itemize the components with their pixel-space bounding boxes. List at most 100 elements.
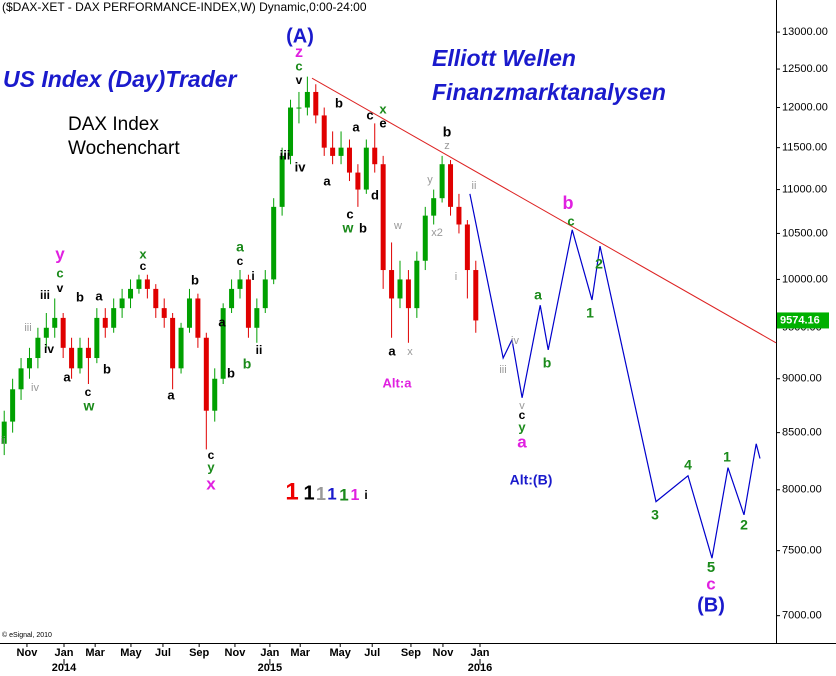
candle-body bbox=[414, 260, 420, 309]
candle-body bbox=[52, 317, 58, 328]
wave-label: i bbox=[455, 271, 457, 283]
tagline: Finanzmarktanalysen bbox=[432, 79, 666, 105]
candle-body bbox=[1, 421, 7, 444]
candle-body bbox=[456, 206, 462, 225]
candle-body bbox=[220, 308, 226, 379]
wave-label: y bbox=[55, 244, 65, 263]
wave-label: y bbox=[207, 459, 215, 474]
wave-label: a bbox=[323, 173, 331, 188]
wave-label: a bbox=[517, 432, 527, 451]
wave-label: Alt:(B) bbox=[510, 472, 553, 488]
wave-label: x bbox=[206, 474, 216, 493]
chart-title: ($DAX-XET - DAX PERFORMANCE-INDEX,W) Dyn… bbox=[2, 0, 367, 14]
candle-body bbox=[405, 279, 411, 309]
candle-body bbox=[203, 337, 209, 411]
wave-label: iii bbox=[499, 364, 506, 376]
x-tick-label: Sep bbox=[401, 647, 421, 659]
candle-body bbox=[229, 288, 235, 309]
wave-label: 2 bbox=[740, 517, 748, 533]
x-tick-label: Sep bbox=[189, 647, 209, 659]
candle-body bbox=[43, 327, 49, 338]
candle-body bbox=[111, 308, 117, 328]
candle-body bbox=[304, 91, 310, 108]
wave-label: 1 bbox=[723, 449, 731, 465]
wave-label: c bbox=[366, 107, 373, 122]
wave-label: b bbox=[191, 272, 199, 287]
wave-label: y bbox=[518, 419, 526, 434]
wave-label: 1 bbox=[339, 485, 348, 504]
wave-label: b bbox=[359, 220, 367, 235]
candle-body bbox=[296, 107, 302, 109]
wave-label: z bbox=[444, 140, 450, 152]
candle-body bbox=[397, 279, 403, 299]
x-tick-label: May bbox=[330, 647, 352, 659]
wave-label: e bbox=[379, 115, 386, 130]
wave-label: 3 bbox=[651, 507, 659, 523]
wave-label: b bbox=[335, 95, 343, 110]
wave-label: a bbox=[388, 343, 396, 358]
x-tick-label: Jan bbox=[260, 647, 279, 659]
candle-body bbox=[448, 164, 454, 207]
wave-label: b bbox=[76, 289, 84, 304]
candle-body bbox=[288, 107, 294, 156]
candle-body bbox=[178, 327, 184, 369]
last-price-label: 9574.16 bbox=[780, 314, 820, 326]
wave-label: 5 bbox=[707, 559, 715, 576]
candle-body bbox=[464, 224, 470, 271]
wave-label: b bbox=[103, 361, 111, 376]
wave-label: (B) bbox=[697, 594, 725, 616]
wave-label: c bbox=[519, 408, 526, 422]
chart-label: Wochenchart bbox=[68, 138, 180, 159]
candle-body bbox=[338, 147, 344, 156]
chart-label: DAX Index bbox=[68, 114, 159, 135]
candle-body bbox=[77, 347, 83, 369]
wave-label: c bbox=[56, 265, 63, 280]
candle-body bbox=[355, 172, 361, 190]
wave-label: x bbox=[407, 346, 413, 358]
x-tick-label: Jul bbox=[155, 647, 171, 659]
candle-body bbox=[313, 91, 319, 116]
copyright: © eSignal, 2010 bbox=[2, 631, 52, 639]
wave-label: 1 bbox=[351, 487, 360, 504]
candle-body bbox=[254, 308, 260, 328]
wave-label: ii bbox=[256, 343, 263, 357]
candle-body bbox=[60, 317, 66, 348]
x-tick-label: Jul bbox=[364, 647, 380, 659]
wave-label: b bbox=[243, 356, 252, 372]
wave-label: iv bbox=[31, 382, 39, 394]
x-tick-label: Nov bbox=[225, 647, 247, 659]
y-tick-label: 9000.00 bbox=[782, 373, 822, 385]
wave-label: (A) bbox=[286, 25, 314, 47]
wave-label: a bbox=[352, 119, 360, 134]
candle-body bbox=[271, 206, 277, 280]
candle-body bbox=[186, 298, 192, 328]
wave-label: a bbox=[236, 239, 244, 255]
headline: US Index (Day)Trader bbox=[3, 66, 238, 92]
y-tick-label: 8000.00 bbox=[782, 484, 822, 496]
candle-body bbox=[245, 279, 251, 328]
candle-body bbox=[195, 298, 201, 338]
candle-body bbox=[161, 308, 167, 318]
y-tick-label: 10000.00 bbox=[782, 273, 828, 285]
x-tick-label: Nov bbox=[17, 647, 39, 659]
year-tick-label: 2016 bbox=[468, 662, 492, 674]
wave-label: c bbox=[295, 58, 302, 73]
candle-body bbox=[153, 288, 159, 309]
y-tick-label: 8500.00 bbox=[782, 427, 822, 439]
y-tick-label: 13000.00 bbox=[782, 26, 828, 38]
candle-body bbox=[422, 215, 428, 261]
wave-label: c bbox=[706, 574, 715, 593]
candle-body bbox=[380, 164, 386, 271]
candle-body bbox=[279, 155, 285, 207]
wave-label: i bbox=[251, 269, 254, 283]
candle-body bbox=[10, 389, 16, 422]
wave-label: iii bbox=[40, 288, 50, 302]
wave-label: 1 bbox=[586, 305, 594, 321]
y-tick-label: 12000.00 bbox=[782, 101, 828, 113]
wave-label: d bbox=[371, 187, 379, 202]
wave-label: iv bbox=[44, 342, 54, 356]
wave-label: iii bbox=[280, 147, 291, 162]
candle-body bbox=[346, 147, 352, 173]
wave-label: a bbox=[63, 369, 71, 384]
